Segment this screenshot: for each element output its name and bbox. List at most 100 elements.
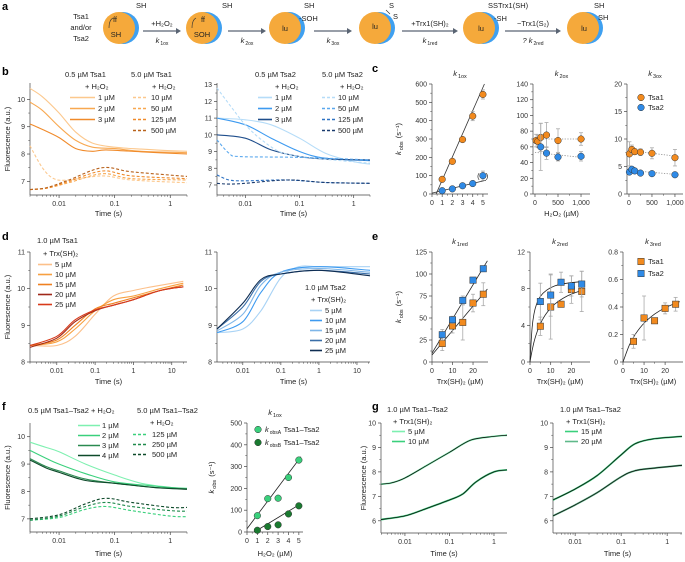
data-point xyxy=(469,112,477,120)
chart-g1: g 0.01 0.1 1 6 7 8 9 10 Time (s) Fluorescence (a.u… xyxy=(359,401,508,558)
x-tick-label: 0.01 xyxy=(398,539,412,546)
legend-entry: 5 µM xyxy=(38,260,72,269)
y-axis-label: Fluorescence (a.u.) xyxy=(3,445,12,510)
legend-label-k: k xyxy=(265,438,270,447)
data-point xyxy=(578,280,586,288)
fit-curve xyxy=(552,464,683,517)
panel-label-a: a xyxy=(2,1,9,13)
legend-entry: 20 µM xyxy=(310,336,346,345)
data-point xyxy=(438,175,446,183)
legend-label: 10 µM xyxy=(55,270,76,279)
y-tick-label: 13 xyxy=(204,82,212,89)
y-tick-label: 80 xyxy=(520,129,528,136)
x-tick-label: 10 xyxy=(353,368,361,375)
rate-k: k xyxy=(423,36,428,45)
chart-title-main: k xyxy=(552,237,557,246)
y-tick-label: 0 xyxy=(614,360,618,367)
x-tick-label: 0.1 xyxy=(445,539,455,546)
y-tick-label: 10 xyxy=(614,137,622,144)
y-tick-label: 11 xyxy=(205,116,212,123)
x-tick-label: 0 xyxy=(430,368,434,375)
y-tick-label: 9 xyxy=(544,445,548,452)
x-tick-label: 20 xyxy=(567,368,575,375)
legend-entry: 125 µM xyxy=(322,115,363,124)
legend-label: 1 µM xyxy=(275,93,292,102)
y-tick-label: 500 xyxy=(230,421,242,428)
legend-label: 15 µM xyxy=(55,280,76,289)
y-tick-label: 9 xyxy=(21,462,25,469)
y-axis-label: Fluorescence (a.u.) xyxy=(3,274,12,339)
y-tick-label: 7 xyxy=(544,494,548,501)
chart-title: k1ox xyxy=(268,408,282,419)
legend-entry: kobsB Tsa1–Tsa2 xyxy=(254,438,320,449)
trace-line xyxy=(29,505,188,521)
fit-curve xyxy=(254,503,302,533)
y-tick-label: 8 xyxy=(208,166,212,173)
chart-title: k1red xyxy=(452,237,468,248)
data-point xyxy=(449,316,456,324)
rate-constant-label: k1red xyxy=(423,36,438,47)
x-tick-label: 0.1 xyxy=(90,368,100,375)
reaction-arrow: k3ox xyxy=(314,28,352,47)
rate-constant-label: k2ox xyxy=(241,36,254,47)
protein-circle xyxy=(463,12,495,44)
x-tick-label: 0.1 xyxy=(295,201,305,208)
fit-line xyxy=(431,260,488,354)
data-point xyxy=(438,331,446,339)
data-point xyxy=(253,512,261,520)
legend-entry: 1 µM xyxy=(258,93,292,102)
y-tick-label: 9 xyxy=(21,323,25,330)
legend-label: 2 µM xyxy=(98,104,115,113)
trace-line xyxy=(29,458,188,490)
legend-entry: Tsa1 xyxy=(637,257,664,266)
schematic-start-label: Tsa2 xyxy=(73,34,89,43)
legend-entry: 10 µM xyxy=(392,437,429,446)
trace-line xyxy=(29,501,188,521)
x-axis-label: Time (s) xyxy=(280,377,308,386)
data-point xyxy=(651,317,659,325)
x-tick-label: 1 xyxy=(255,538,259,545)
chart-title-main: k xyxy=(268,408,273,417)
legend-label: 250 µM xyxy=(152,440,177,449)
y-tick-label: 0 xyxy=(521,360,525,367)
chart-b2: 0.01 0.1 1 7 8 9 10 11 12 13 Time (s) 0.5 µM Tsa2 + … xyxy=(204,70,371,218)
x-tick-label: 0.01 xyxy=(236,368,250,375)
data-point xyxy=(636,148,645,156)
legend-entry: 15 µM xyxy=(310,326,346,335)
legend-label-sub: obsB xyxy=(270,443,282,449)
rate-k: k xyxy=(327,36,332,45)
state-inner-label: lu xyxy=(478,24,484,33)
chart-d2: 0.01 0.1 1 10 8 9 10 11 Time (s) 1.0 µM Tsa2 + Trx… xyxy=(204,250,371,386)
legend-label: 5 µM xyxy=(325,306,342,315)
y-tick-label: 8 xyxy=(21,489,25,496)
legend-entry: 250 µM xyxy=(133,440,177,449)
x-axis-label: H₂O₂ (µM) xyxy=(258,549,293,558)
fit-line xyxy=(254,503,302,533)
legend: 5.0 µM Tsa1 + H₂O₂ 10 µM 50 µM 125 µM 500 µM xyxy=(131,70,176,135)
chart-title: k2red xyxy=(552,237,568,248)
data-point xyxy=(672,300,680,308)
schematic-start-label: Tsa1 xyxy=(73,12,89,21)
trace-line xyxy=(29,282,184,347)
legend-entry: 3 µM xyxy=(70,115,115,124)
x-tick-label: 10 xyxy=(168,368,176,375)
data-point xyxy=(542,149,551,157)
data-point xyxy=(640,314,648,322)
state-outer-label: -SH xyxy=(494,14,507,23)
series-tsa2 xyxy=(537,122,585,171)
data-point xyxy=(284,473,293,482)
y-tick-label: 40 xyxy=(520,160,528,167)
legend-subheading: + H₂O₂ xyxy=(152,82,176,91)
chart-title: k3red xyxy=(645,237,661,248)
y-tick-label: 25 xyxy=(419,338,427,345)
legend-label: 10 µM xyxy=(338,93,359,102)
legend-heading: 5.0 µM Tsa2 xyxy=(322,70,363,79)
data-point xyxy=(577,135,585,143)
protein-state: ff SOH SH xyxy=(186,1,232,44)
data-point xyxy=(554,153,562,161)
legend-label: 20 µM xyxy=(55,290,76,299)
legend: 5.0 µM Tsa2 + H₂O₂ 10 µM 50 µM 125 µM 500 µM xyxy=(322,70,364,135)
